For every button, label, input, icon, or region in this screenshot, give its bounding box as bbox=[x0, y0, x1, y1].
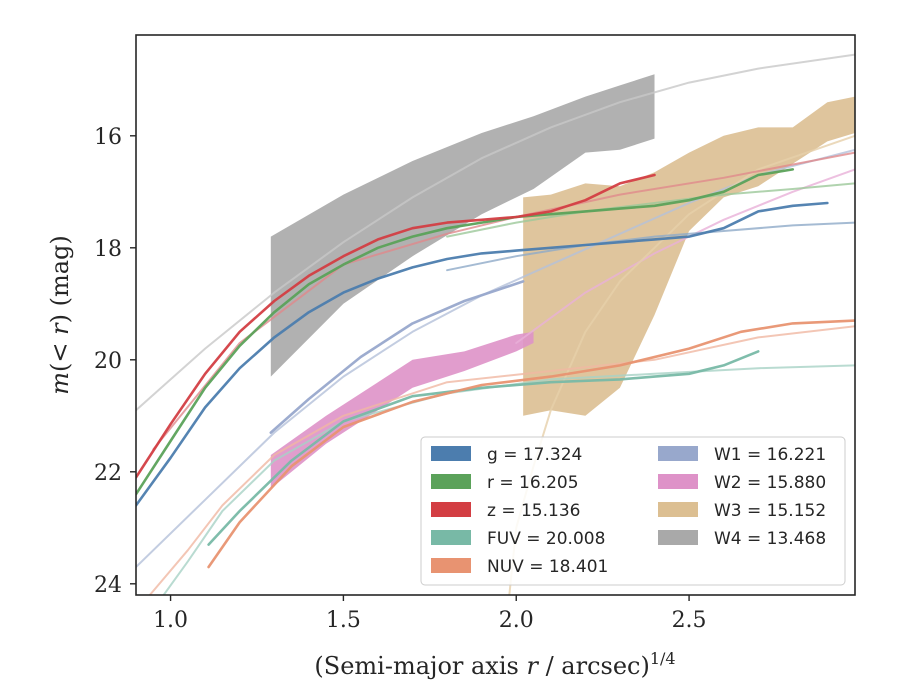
legend-swatch bbox=[431, 558, 471, 573]
x-tick-label: 2.0 bbox=[499, 608, 534, 633]
legend-swatch bbox=[431, 530, 471, 545]
legend-swatch bbox=[431, 474, 471, 489]
legend: g = 17.324 r = 16.205 z = 15.136 FUV = 20.0… bbox=[420, 436, 846, 586]
w4-model-series-line bbox=[136, 53, 855, 412]
nuv-series-line bbox=[207, 319, 855, 569]
ticks-layer: 1.0 1.5 2.0 2.5 16 18 20 22 24 bbox=[94, 125, 707, 633]
legend-swatch bbox=[658, 474, 698, 489]
y-tick-label: 22 bbox=[94, 461, 122, 486]
legend-entries: g = 17.324 r = 16.205 z = 15.136 FUV = 20.0… bbox=[431, 445, 826, 577]
legend-label: g = 17.324 bbox=[487, 445, 582, 465]
x-tick-label: 1.5 bbox=[326, 608, 361, 633]
fuv-series-line bbox=[207, 350, 760, 546]
w1-series-line bbox=[269, 280, 525, 434]
legend-swatch bbox=[658, 446, 698, 461]
legend-swatch bbox=[658, 530, 698, 545]
r-model-series-line bbox=[446, 182, 855, 238]
x-tick-label: 1.0 bbox=[153, 608, 188, 633]
y-axis-label: m(< r) (mag) bbox=[46, 235, 74, 395]
r-series-line bbox=[136, 168, 795, 496]
w3-band bbox=[523, 96, 855, 416]
legend-label: z = 15.136 bbox=[487, 501, 580, 521]
legend-swatch bbox=[431, 502, 471, 517]
legend-label: NUV = 18.401 bbox=[487, 557, 608, 577]
legend-label: r = 16.205 bbox=[487, 473, 579, 493]
legend-label: W4 = 13.468 bbox=[714, 529, 826, 549]
y-tick-label: 24 bbox=[94, 573, 122, 598]
x-axis-label: (Semi-major axis r / arcsec)1/4 bbox=[314, 649, 675, 680]
nuv-model-series-line bbox=[148, 325, 855, 595]
legend-swatch bbox=[658, 502, 698, 517]
legend-swatch bbox=[431, 446, 471, 461]
legend-box bbox=[420, 436, 846, 586]
y-tick-label: 18 bbox=[94, 237, 122, 262]
g-series-line bbox=[136, 201, 829, 507]
legend-label: FUV = 20.008 bbox=[487, 529, 605, 549]
legend-label: W3 = 15.152 bbox=[714, 501, 826, 521]
g-model-series-line bbox=[446, 221, 855, 272]
y-tick-label: 16 bbox=[94, 125, 122, 150]
plot-frame bbox=[135, 34, 856, 596]
x-tick-label: 2.5 bbox=[672, 608, 707, 633]
lines-layer bbox=[136, 53, 855, 595]
legend-label: W1 = 16.221 bbox=[714, 445, 826, 465]
w2-band bbox=[270, 331, 534, 489]
legend-label: W2 = 15.880 bbox=[714, 473, 826, 493]
y-tick-label: 20 bbox=[94, 349, 122, 374]
z-series-line bbox=[136, 173, 656, 479]
